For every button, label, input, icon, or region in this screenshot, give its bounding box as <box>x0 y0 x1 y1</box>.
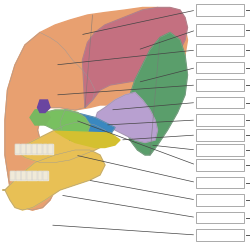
Polygon shape <box>60 110 115 142</box>
Bar <box>16 170 20 180</box>
FancyBboxPatch shape <box>196 114 244 126</box>
Bar <box>32 144 36 154</box>
Polygon shape <box>2 150 105 210</box>
FancyBboxPatch shape <box>196 177 244 188</box>
Bar <box>38 170 43 180</box>
Bar <box>26 144 31 154</box>
Bar <box>32 170 37 180</box>
Bar <box>43 170 48 180</box>
Bar <box>15 144 20 154</box>
Polygon shape <box>55 131 120 148</box>
Polygon shape <box>5 32 95 210</box>
Bar <box>37 144 42 154</box>
FancyBboxPatch shape <box>196 4 244 16</box>
Polygon shape <box>15 122 110 162</box>
Bar <box>21 144 25 154</box>
FancyBboxPatch shape <box>196 130 244 140</box>
FancyBboxPatch shape <box>196 212 244 223</box>
Bar <box>27 170 32 180</box>
FancyBboxPatch shape <box>196 144 244 156</box>
FancyBboxPatch shape <box>196 24 244 36</box>
Polygon shape <box>5 8 188 210</box>
Polygon shape <box>95 92 158 142</box>
Polygon shape <box>30 108 50 125</box>
FancyBboxPatch shape <box>196 97 244 108</box>
FancyBboxPatch shape <box>196 194 244 205</box>
Bar <box>10 170 15 180</box>
Polygon shape <box>125 32 188 155</box>
Polygon shape <box>82 8 188 108</box>
Polygon shape <box>38 100 50 112</box>
Bar <box>21 170 26 180</box>
FancyBboxPatch shape <box>196 230 244 240</box>
Polygon shape <box>40 110 90 135</box>
FancyBboxPatch shape <box>196 79 244 90</box>
FancyBboxPatch shape <box>196 160 244 170</box>
Bar <box>48 144 53 154</box>
FancyBboxPatch shape <box>196 44 244 56</box>
Bar <box>43 144 48 154</box>
FancyBboxPatch shape <box>196 62 244 73</box>
